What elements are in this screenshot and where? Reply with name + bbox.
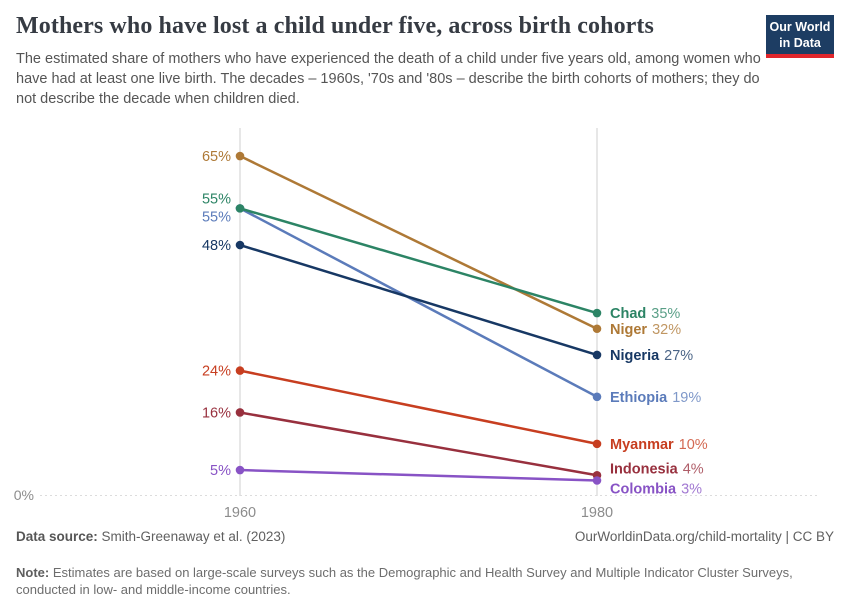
footer-note-label: Note: [16, 565, 50, 580]
series-dot-start[interactable] [235, 465, 245, 475]
owid-logo: Our World in Data [766, 15, 834, 58]
data-source-label: Data source: [16, 529, 98, 544]
start-value-label-nigeria: 48% [202, 238, 231, 254]
start-value-label-niger: 65% [202, 149, 231, 165]
series-line-colombia[interactable] [239, 468, 598, 482]
series-dot-end[interactable] [592, 439, 602, 449]
start-value-label-ethiopia: 55% [202, 209, 231, 225]
series-nigeria[interactable] [235, 240, 602, 360]
series-colombia[interactable] [235, 465, 602, 485]
end-label-colombia: Colombia 3% [610, 482, 702, 498]
chart-series [235, 151, 602, 485]
citation-link[interactable]: OurWorldinData.org/child-mortality | CC … [574, 529, 834, 544]
series-line-chad[interactable] [239, 207, 598, 315]
chart-header: Mothers who have lost a child under five… [0, 0, 850, 109]
chart-subtitle: The estimated share of mothers who have … [16, 51, 761, 107]
series-dot-end[interactable] [592, 350, 602, 360]
end-label-myanmar: Myanmar 10% [610, 437, 708, 453]
start-value-label-myanmar: 24% [202, 364, 231, 380]
end-label-chad: Chad 35% [610, 306, 680, 322]
series-chad[interactable] [235, 204, 602, 318]
series-dot-start[interactable] [235, 151, 245, 161]
series-indonesia[interactable] [235, 408, 602, 480]
series-dot-end[interactable] [592, 308, 602, 318]
data-source-value: Smith-Greenaway et al. (2023) [101, 529, 286, 544]
series-dot-end[interactable] [592, 476, 602, 485]
series-myanmar[interactable] [235, 366, 602, 449]
owid-logo-line2: in Data [779, 36, 821, 50]
footer-source-row: Data source: Smith-Greenaway et al. (202… [16, 529, 834, 544]
end-label-niger: Niger 32% [610, 322, 681, 338]
footer-note: Note: Estimates are based on large-scale… [16, 564, 796, 599]
series-dot-end[interactable] [592, 392, 602, 402]
x-axis-label-1960: 1960 [224, 505, 256, 521]
data-source: Data source: Smith-Greenaway et al. (202… [16, 529, 285, 544]
end-label-indonesia: Indonesia 4% [610, 461, 704, 477]
x-axis-label-1980: 1980 [581, 505, 613, 521]
series-line-myanmar[interactable] [239, 369, 598, 446]
end-label-ethiopia: Ethiopia 19% [610, 390, 701, 406]
series-dot-start[interactable] [235, 240, 245, 250]
series-niger[interactable] [235, 151, 602, 334]
start-value-label-indonesia: 16% [202, 406, 231, 422]
owid-logo-line1: Our World [769, 20, 831, 34]
series-dot-start[interactable] [235, 408, 245, 417]
series-dot-end[interactable] [592, 324, 602, 334]
page-title: Mothers who have lost a child under five… [16, 13, 654, 39]
start-value-label-chad: 55% [202, 191, 231, 207]
end-label-nigeria: Nigeria 27% [610, 348, 693, 364]
series-dot-start[interactable] [235, 366, 245, 375]
footer-note-value: Estimates are based on large-scale surve… [16, 565, 793, 598]
series-line-indonesia[interactable] [239, 411, 598, 477]
start-value-label-colombia: 5% [210, 463, 231, 479]
series-line-ethiopia[interactable] [239, 207, 598, 398]
series-line-nigeria[interactable] [239, 243, 598, 357]
series-line-niger[interactable] [239, 154, 598, 330]
y-axis-zero-label: 0% [14, 487, 34, 503]
series-ethiopia[interactable] [235, 204, 602, 402]
series-dot-start[interactable] [235, 204, 245, 213]
chart-labels: 0% 1960 1980 65% Niger 32% 55% Ethiopia 19% 55% Ch… [14, 149, 708, 521]
